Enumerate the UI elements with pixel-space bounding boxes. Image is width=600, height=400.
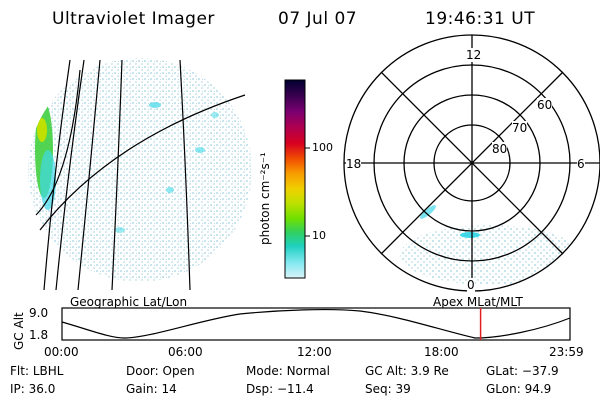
param-glon: GLon: 94.9 [486,382,552,396]
y-tick-9: 9.0 [29,306,49,320]
observation-time: 19:46:31 UT [425,9,536,29]
param-gain: Gain: 14 [126,382,177,396]
observation-date: 07 Jul 07 [278,9,358,29]
x-tick-0000: 00:00 [44,345,79,359]
meridian-line [55,59,85,291]
lat-label-60: 60 [537,98,553,112]
param-gc-alt: GC Alt: 3.9 Re [365,364,449,378]
altitude-curve [61,308,571,339]
latitude-line [39,94,246,231]
x-tick-0600: 06:00 [168,345,203,359]
x-tick-2359: 23:59 [549,345,584,359]
param-flt: Flt: LBHL [10,364,64,378]
lat-label-70: 70 [512,121,528,135]
latitude-line [35,69,81,216]
y-tick-1-8: 1.8 [29,328,49,342]
mlt-label-top: 12 [465,48,483,62]
lat-label-80: 80 [492,142,508,156]
x-tick-1200: 12:00 [297,345,332,359]
colorbar-tick-100: 100 [312,141,333,154]
meridian-line [111,59,123,291]
geographic-label: Geographic Lat/Lon [70,295,188,309]
param-dsp: Dsp: −11.4 [246,382,314,396]
param-ip: IP: 36.0 [10,382,56,396]
mlt-label-bottom: 0 [467,278,475,292]
x-tick-1800: 18:00 [424,345,459,359]
param-mode: Mode: Normal [246,364,330,378]
colorbar-tick-10: 10 [312,229,326,242]
meridian-line [77,59,101,291]
apex-label: Apex MLat/MLT [433,295,523,309]
param-door: Door: Open [126,364,195,378]
param-glat: GLat: −37.9 [486,364,559,378]
param-seq: Seq: 39 [365,382,411,396]
meridian-line [43,59,71,291]
instrument-title: Ultraviolet Imager [52,9,215,29]
meridian-line [179,59,191,291]
mlt-label-right: 6 [577,157,585,171]
mlt-label-left: 18 [346,157,362,171]
